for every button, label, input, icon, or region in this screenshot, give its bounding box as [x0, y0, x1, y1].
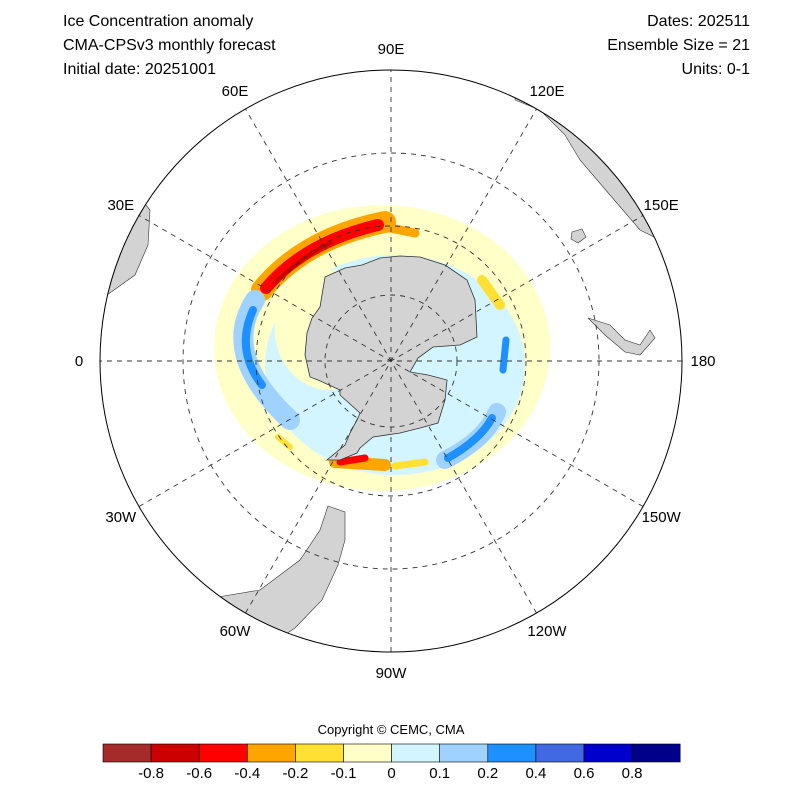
colorbar-box — [247, 743, 296, 763]
longitude-label: 120E — [529, 83, 564, 100]
meridian-line — [138, 215, 644, 507]
colorbar-box — [583, 743, 633, 763]
colorbar-box — [631, 743, 681, 763]
colorbar-label: 0.2 — [477, 765, 498, 782]
colorbar-box — [150, 743, 200, 763]
colorbar-box — [535, 743, 585, 763]
longitude-label: 120W — [527, 623, 567, 640]
colorbar-box — [295, 743, 344, 763]
longitude-label: 0 — [75, 353, 83, 370]
longitude-label: 90E — [378, 41, 405, 58]
colorbar-label: -0.4 — [234, 765, 260, 782]
colorbar-label: 0 — [387, 765, 395, 782]
anomaly-orange-right — [477, 275, 505, 310]
model-name: CMA-CPSv3 monthly forecast — [63, 37, 276, 54]
longitude-label: 150E — [644, 197, 679, 214]
forecast-dates: Dates: 202511 — [647, 13, 750, 30]
colorbar-box — [487, 743, 537, 763]
longitude-label: 60E — [222, 83, 249, 100]
title: Ice Concentration anomaly — [63, 13, 254, 30]
colorbar-box — [198, 743, 248, 763]
ensemble-size: Ensemble Size = 21 — [607, 37, 750, 54]
anomaly-bottom-red — [336, 454, 369, 466]
longitude-label: 150W — [642, 509, 682, 526]
anomaly-bottom-yellow — [391, 458, 429, 470]
colorbar-box — [102, 743, 152, 763]
latitude-circle-70s — [255, 225, 527, 497]
colorbar-label: -0.6 — [186, 765, 212, 782]
colorbar-label: 0.4 — [525, 765, 546, 782]
anomaly-positive-right — [444, 414, 496, 462]
new-zealand-land — [587, 317, 656, 356]
colorbar-label: -0.2 — [282, 765, 308, 782]
colorbar-label: -0.1 — [331, 765, 357, 782]
copyright: Copyright © CEMC, CMA — [317, 722, 465, 737]
anomaly-negative-band — [260, 219, 384, 294]
colorbar-label: -0.8 — [138, 765, 164, 782]
colorbar-box — [439, 743, 489, 763]
units: Units: 0-1 — [681, 61, 750, 78]
longitude-label: 30W — [105, 509, 137, 526]
longitude-label: 30E — [107, 197, 134, 214]
map-boundary — [99, 69, 683, 653]
initial-date: Initial date: 20251001 — [63, 61, 217, 78]
longitude-label: 90W — [376, 665, 408, 682]
longitude-label: 60W — [220, 623, 252, 640]
colorbar-box — [343, 743, 392, 763]
anomaly-positive-east — [499, 336, 510, 374]
graticule — [100, 70, 682, 652]
colorbar-label: 0.8 — [622, 765, 643, 782]
colorbar-box — [391, 743, 441, 763]
anomaly-positive-left — [241, 306, 266, 389]
tasmania-land — [570, 228, 587, 244]
colorbar-label: 0.6 — [574, 765, 595, 782]
anomaly-orange-top — [385, 223, 420, 238]
colorbar-label: 0.1 — [429, 765, 450, 782]
anomaly-negative-band-core — [273, 241, 332, 284]
anomaly-lower-left-yellow — [275, 434, 293, 450]
longitude-label: 180 — [690, 353, 715, 370]
